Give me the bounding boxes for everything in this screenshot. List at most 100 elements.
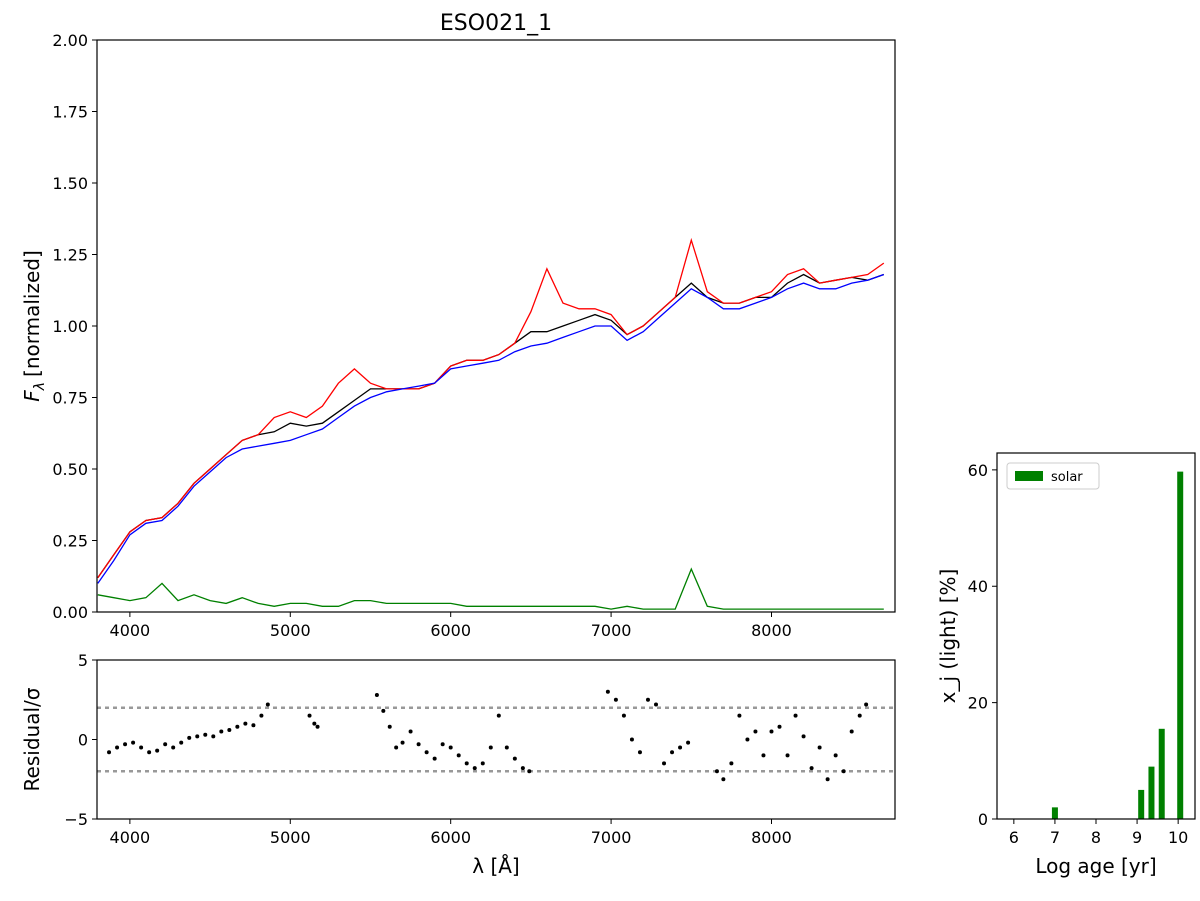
residual-point xyxy=(163,742,168,747)
plot-area xyxy=(97,689,895,782)
residual-point xyxy=(147,750,152,755)
residual-point xyxy=(721,777,726,782)
x-tick-label: 4000 xyxy=(110,828,151,847)
residual-point xyxy=(645,697,650,702)
y-tick-label: 0.00 xyxy=(52,603,88,622)
residual-point xyxy=(605,689,610,694)
y-axis-symbol: F xyxy=(20,390,44,402)
y-tick-label: 0 xyxy=(978,810,988,829)
x-tick-label: 4000 xyxy=(110,621,151,640)
x-axis-label: λ [Å] xyxy=(472,854,519,878)
residual-point xyxy=(801,734,806,739)
residual-point xyxy=(841,769,846,774)
bar xyxy=(1177,471,1184,819)
residual-point xyxy=(203,732,208,737)
residual-point xyxy=(480,761,485,766)
y-axis-label: Residual/σ xyxy=(20,687,44,791)
residual-point xyxy=(753,729,758,734)
legend-label: solar xyxy=(1051,470,1083,485)
residual-point xyxy=(817,745,822,750)
residual-point xyxy=(424,750,429,755)
residual-point xyxy=(488,745,493,750)
residual-point xyxy=(448,745,453,750)
y-tick-label: 1.25 xyxy=(52,246,88,265)
axes-frame xyxy=(96,39,896,613)
residual-point xyxy=(195,734,200,739)
residual-point xyxy=(621,713,626,718)
residual-point xyxy=(512,756,517,761)
residual-point xyxy=(714,769,719,774)
axes-frame xyxy=(96,659,896,820)
residual-point xyxy=(394,745,399,750)
residual-point xyxy=(235,724,240,729)
residual-point xyxy=(307,713,312,718)
x-axis-label: Log age [yr] xyxy=(1035,854,1156,878)
residual-point xyxy=(131,740,136,745)
residual-point xyxy=(654,702,659,707)
x-tick-label: 10 xyxy=(1168,828,1188,847)
residual-point xyxy=(761,753,766,758)
spectrum-line xyxy=(97,567,884,610)
residual-point xyxy=(864,702,869,707)
residual-point xyxy=(440,742,445,747)
residual-point xyxy=(243,721,248,726)
residual-point xyxy=(849,729,854,734)
residual-point xyxy=(265,702,270,707)
residual-point xyxy=(179,740,184,745)
x-tick-label: 8 xyxy=(1091,828,1101,847)
y-tick-label: 2.00 xyxy=(52,31,88,50)
y-tick-label: 0.50 xyxy=(52,460,88,479)
chart-title: ESO021_1 xyxy=(440,11,552,36)
y-axis-unit: [normalized] xyxy=(20,250,44,377)
residual-point xyxy=(496,713,501,718)
residual-point xyxy=(745,737,750,742)
spectrum-line xyxy=(97,237,885,579)
residual-point xyxy=(416,742,421,747)
residual-point xyxy=(374,692,379,697)
x-tick-label: 8000 xyxy=(751,621,792,640)
residual-point xyxy=(408,729,413,734)
residual-point xyxy=(793,713,798,718)
x-tick-label: 6000 xyxy=(430,621,471,640)
x-tick-label: 6000 xyxy=(430,828,471,847)
residual-point xyxy=(400,740,405,745)
legend-box xyxy=(1006,462,1100,490)
residual-point xyxy=(662,761,667,766)
y-axis-label: x_j (light) [%] xyxy=(936,569,960,704)
residual-point xyxy=(678,745,683,750)
residual-point xyxy=(187,735,192,740)
residual-point xyxy=(387,724,392,729)
residual-point xyxy=(504,745,509,750)
y-tick-label: 0 xyxy=(78,731,88,750)
residual-point xyxy=(637,750,642,755)
bar xyxy=(1051,807,1058,819)
residual-point xyxy=(729,761,734,766)
residual-point xyxy=(139,745,144,750)
residual-point xyxy=(613,697,618,702)
residual-point xyxy=(123,742,128,747)
residual-point xyxy=(833,753,838,758)
residual-point xyxy=(472,766,477,771)
plot-area xyxy=(97,237,885,610)
x-tick-label: 5000 xyxy=(270,621,311,640)
x-tick-label: 9 xyxy=(1132,828,1142,847)
spectrum-line xyxy=(97,273,885,579)
bar xyxy=(1158,728,1165,819)
residual-point xyxy=(251,723,256,728)
y-tick-label: 40 xyxy=(968,577,988,596)
residual-point xyxy=(115,745,120,750)
residual-point xyxy=(520,766,525,771)
x-tick-label: 8000 xyxy=(751,828,792,847)
y-tick-label: 1.00 xyxy=(52,317,88,336)
residual-point xyxy=(219,729,224,734)
residual-point xyxy=(809,766,814,771)
residual-point xyxy=(432,756,437,761)
residual-point xyxy=(670,750,675,755)
residual-point xyxy=(227,727,232,732)
x-tick-label: 7000 xyxy=(591,621,632,640)
residual-point xyxy=(259,713,264,718)
residual-point xyxy=(315,724,320,729)
x-tick-label: 6 xyxy=(1009,828,1019,847)
